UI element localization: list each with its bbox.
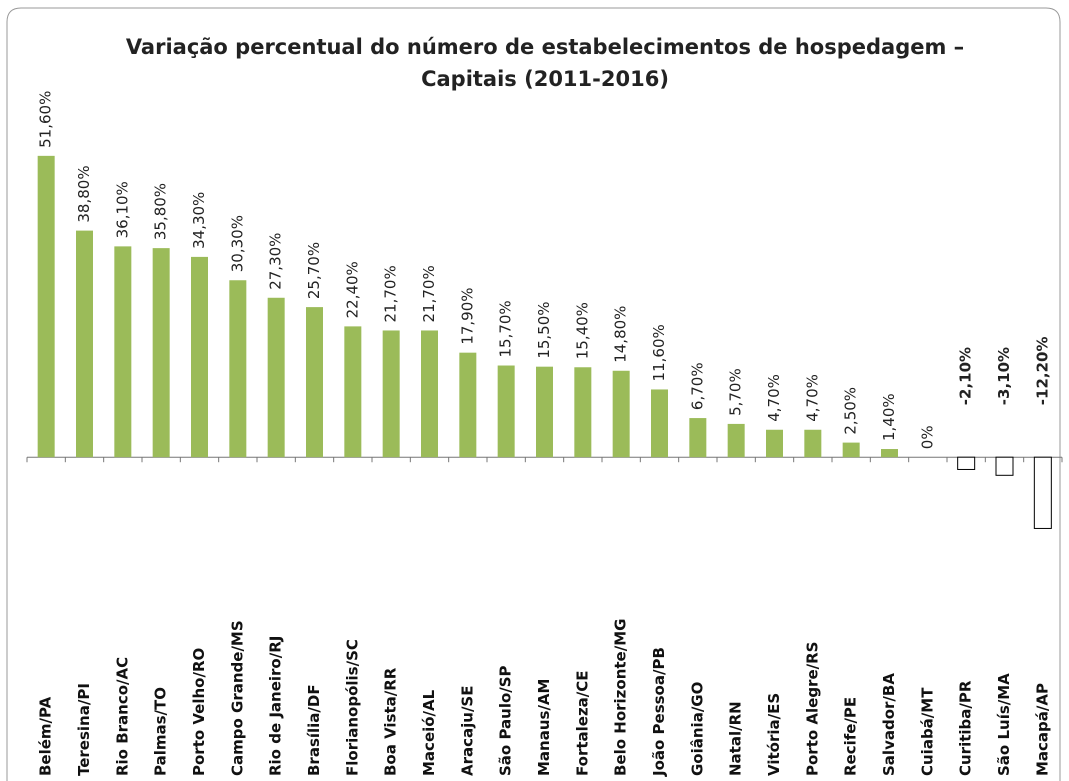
x-tick-label: Brasília/DF <box>305 684 323 776</box>
bar <box>459 352 477 458</box>
value-label: -3,10% <box>995 347 1013 405</box>
x-tick-label: Palmas/TO <box>152 687 170 776</box>
value-label: 30,30% <box>228 215 246 272</box>
value-label: 14,80% <box>612 306 630 363</box>
value-label: 4,70% <box>803 374 821 422</box>
x-tick-label: São Paulo/SP <box>497 665 515 776</box>
bar <box>37 155 55 458</box>
x-tick-label: Rio Branco/AC <box>113 657 131 776</box>
bar <box>267 297 285 458</box>
value-label: 15,70% <box>497 300 515 357</box>
bar <box>957 456 976 470</box>
x-tick-label: São Luís/MA <box>995 673 1013 776</box>
bar <box>1033 456 1052 529</box>
value-label: 25,70% <box>305 242 323 299</box>
bar <box>612 370 630 458</box>
bar <box>842 442 860 458</box>
x-tick-label: Maceió/AL <box>420 689 438 776</box>
value-label: 0% <box>918 425 936 449</box>
value-label: 1,40% <box>880 393 898 441</box>
x-tick-label: Florianopólis/SC <box>343 639 361 776</box>
bar <box>152 248 170 458</box>
bar <box>727 423 745 458</box>
x-tick-label: Fortaleza/CE <box>573 670 591 776</box>
x-tick-label: João Pessoa/PB <box>650 647 668 777</box>
bar <box>229 280 247 458</box>
bar <box>689 418 707 458</box>
bar <box>574 367 592 458</box>
value-label: 15,50% <box>535 301 553 358</box>
value-label: 11,60% <box>650 324 668 381</box>
x-tick-label: Curitiba/PR <box>957 680 975 776</box>
value-label: 34,30% <box>190 192 208 249</box>
value-label: 51,60% <box>37 91 55 148</box>
x-tick-label: Belém/PA <box>37 696 55 776</box>
bar <box>191 256 208 458</box>
x-tick-label: Manaus/AM <box>535 679 553 776</box>
x-tick-label: Vitória/ES <box>765 693 783 776</box>
x-tick-label: Campo Grande/MS <box>228 620 246 776</box>
value-label: 21,70% <box>420 265 438 322</box>
bar <box>421 330 438 458</box>
value-label: 36,10% <box>113 181 131 238</box>
bar <box>76 230 93 458</box>
value-label: 22,40% <box>343 261 361 318</box>
value-label: 6,70% <box>688 362 706 410</box>
chart-border <box>6 7 1061 781</box>
value-label: 5,70% <box>727 368 745 416</box>
x-tick-label: Goiânia/GO <box>688 682 706 776</box>
chart-title: Variação percentual do número de estabel… <box>126 35 964 59</box>
x-tick-label: Porto Velho/RO <box>190 648 208 776</box>
value-label: 38,80% <box>75 165 93 222</box>
bar <box>995 456 1014 476</box>
x-tick-label: Recife/PE <box>842 697 860 776</box>
bar <box>382 330 400 458</box>
bar <box>651 389 668 458</box>
x-tick-label: Natal/RN <box>727 701 745 776</box>
bar <box>497 365 515 458</box>
bar <box>881 449 898 458</box>
chart-title: Capitais (2011-2016) <box>421 67 669 91</box>
bar <box>536 366 553 458</box>
x-tick-label: Rio de Janeiro/RJ <box>267 636 285 776</box>
value-label: 27,30% <box>267 233 285 290</box>
x-tick-label: Porto Alegre/RS <box>803 642 821 776</box>
value-label: 17,90% <box>458 287 476 344</box>
bar <box>344 326 362 458</box>
value-label: 35,80% <box>152 183 170 240</box>
x-tick-label: Macapá/AP <box>1033 683 1051 776</box>
value-label: 21,70% <box>382 265 400 322</box>
x-tick-label: Salvador/BA <box>880 673 898 776</box>
x-tick-label: Aracaju/SE <box>458 686 476 777</box>
bar <box>766 429 783 458</box>
x-tick-label: Teresina/PI <box>75 683 93 776</box>
bar <box>114 246 132 458</box>
bar <box>804 429 822 458</box>
value-label: 2,50% <box>842 387 860 435</box>
value-label: -2,10% <box>957 347 975 405</box>
value-label: 4,70% <box>765 374 783 422</box>
value-label: -12,20% <box>1033 336 1051 405</box>
value-label: 15,40% <box>573 302 591 359</box>
x-tick-label: Cuiabá/MT <box>918 687 936 776</box>
x-tick-label: Belo Horizonte/MG <box>612 619 630 776</box>
x-tick-label: Boa Vista/RR <box>382 667 400 776</box>
bar <box>306 307 323 458</box>
